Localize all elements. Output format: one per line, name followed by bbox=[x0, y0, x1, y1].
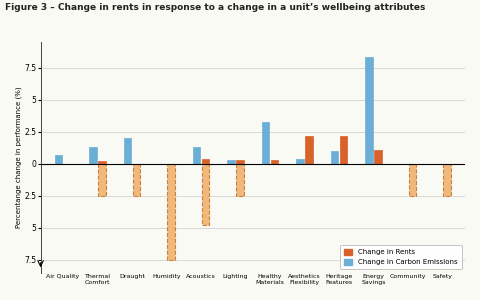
Bar bbox=[202, 159, 209, 164]
Bar bbox=[262, 122, 269, 164]
Bar bbox=[236, 160, 244, 164]
Bar bbox=[271, 160, 278, 164]
Bar bbox=[167, 164, 175, 260]
Text: Figure 3 – Change in rents in response to a change in a unit’s wellbeing attribu: Figure 3 – Change in rents in response t… bbox=[5, 3, 425, 12]
Bar bbox=[192, 147, 200, 164]
Bar bbox=[227, 160, 235, 164]
Bar bbox=[124, 138, 131, 164]
Legend: Change in Rents, Change in Carbon Emissions: Change in Rents, Change in Carbon Emissi… bbox=[340, 245, 462, 269]
Bar bbox=[133, 164, 140, 196]
Bar bbox=[202, 164, 209, 225]
Bar bbox=[331, 151, 338, 164]
Bar bbox=[296, 159, 304, 164]
Bar bbox=[98, 161, 106, 164]
Bar bbox=[444, 164, 451, 196]
Bar bbox=[340, 136, 348, 164]
Bar bbox=[365, 57, 373, 164]
Bar bbox=[305, 136, 313, 164]
Bar bbox=[409, 164, 417, 196]
Bar bbox=[89, 147, 97, 164]
Bar bbox=[236, 164, 244, 196]
Bar bbox=[98, 164, 106, 196]
Bar bbox=[374, 150, 382, 164]
Y-axis label: Percentange change in performance (%): Percentange change in performance (%) bbox=[15, 87, 22, 228]
Bar bbox=[55, 155, 62, 164]
